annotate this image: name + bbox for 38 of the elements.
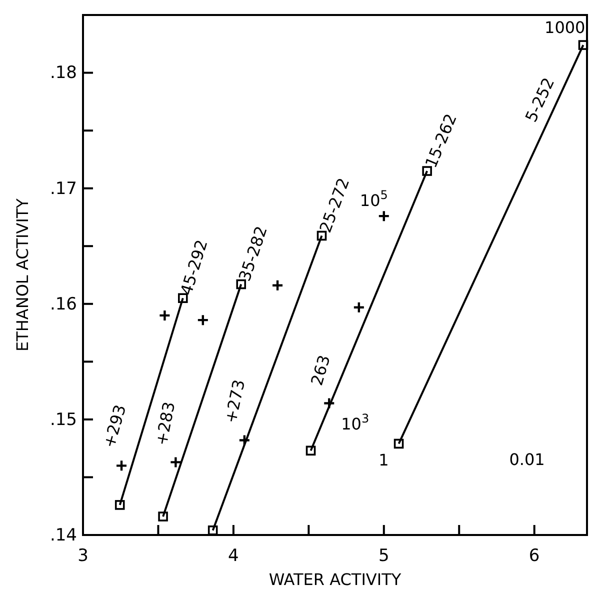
point [378,210,390,222]
text: 45-292 [176,238,212,298]
y-tick-label: .17 [50,178,77,199]
point [394,438,404,449]
x-tick-label: 4 [228,546,239,566]
annotation: 10$^{3}$ [341,411,370,434]
annotation: 10$^{5}$ [360,188,388,210]
annotation: 1000 [544,18,586,38]
point [352,301,366,314]
text: 263 [307,352,334,388]
point [208,525,218,536]
x-axis-title: WATER ACTIVITY [268,570,402,589]
point [238,434,251,446]
x-tick-label: 3 [78,546,88,566]
y-tick-label: .16 [50,294,77,314]
point [178,293,188,304]
text: +283 [152,400,179,447]
point [158,309,171,322]
y-tick-label: .15 [50,410,77,430]
x-tick-label: 5 [378,546,390,566]
point [196,314,210,326]
point [170,456,182,468]
x-tick-label: 6 [528,546,540,566]
point [158,512,168,522]
point [323,397,336,410]
point [115,460,128,472]
point [306,446,316,456]
annotation: 1 [378,450,389,470]
point [114,500,125,510]
y-tick-label: .14 [50,525,77,546]
point [422,166,432,176]
y-tick-label: .18 [50,63,77,84]
point [271,279,284,292]
text: +293 [99,402,130,450]
annotation: 0.01 [509,450,545,469]
point [578,40,588,50]
text: +273 [220,378,249,425]
y-axis-title: ETHANOL ACTIVITY [13,198,32,352]
